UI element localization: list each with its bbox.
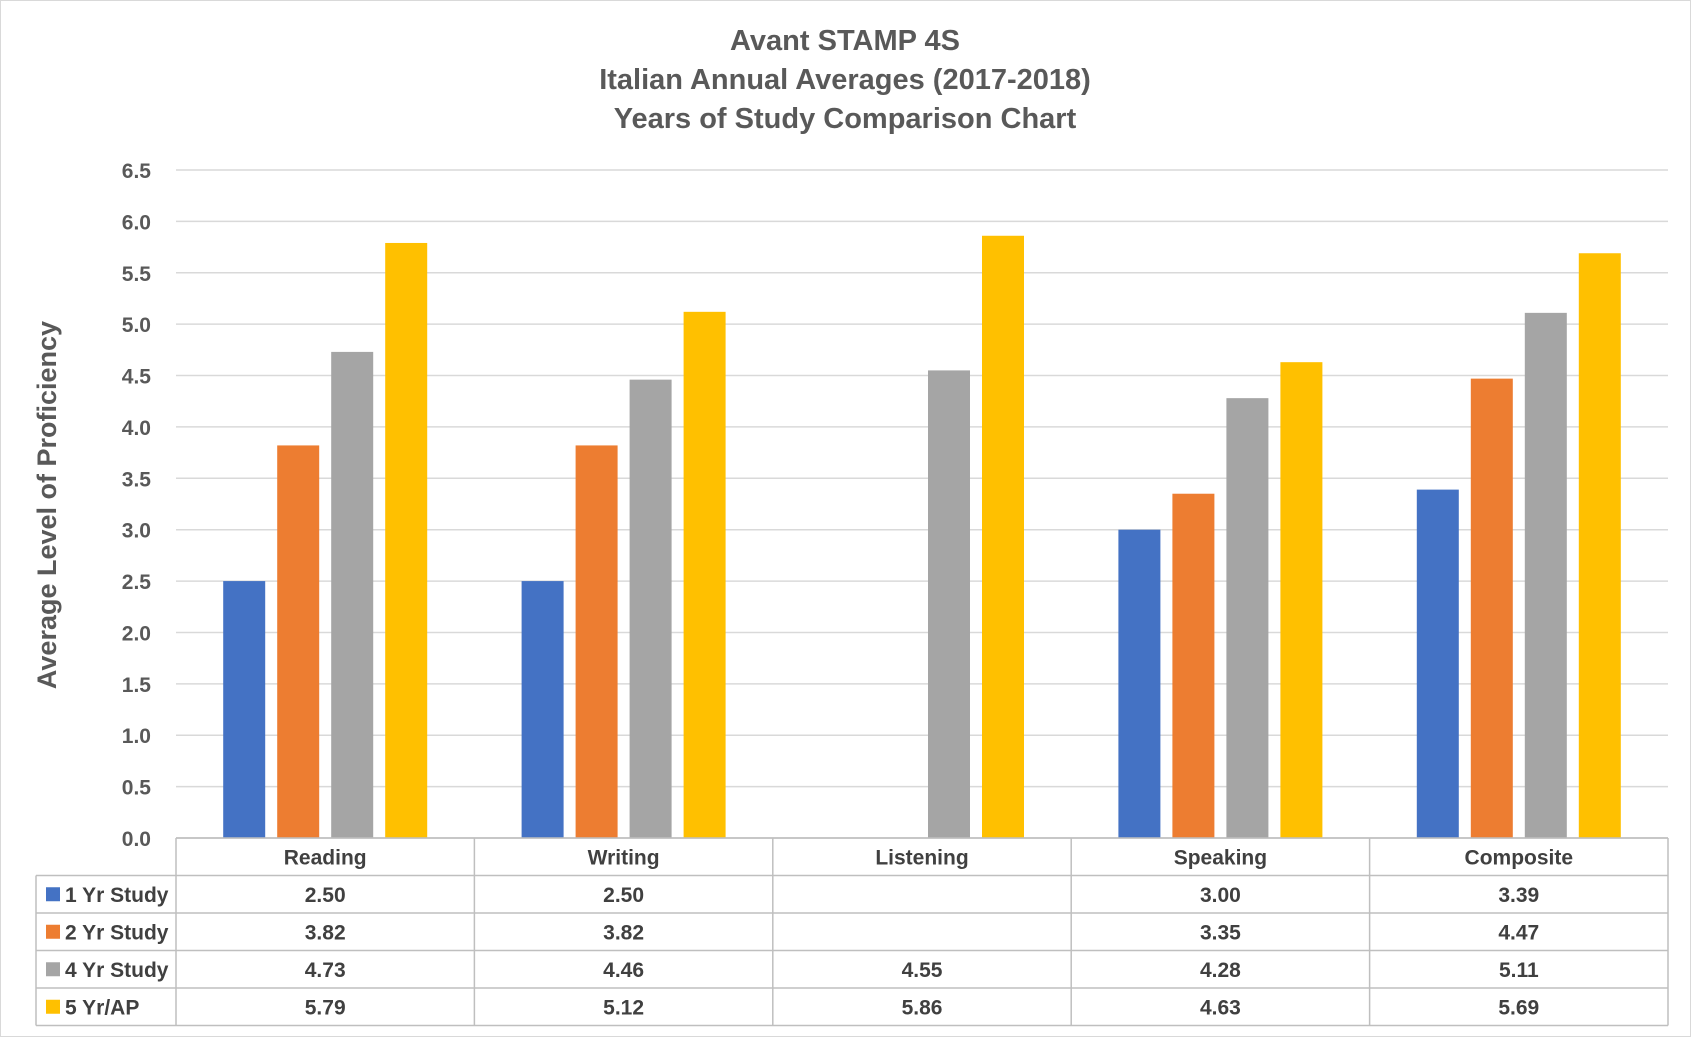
data-label: 4.63 <box>1200 996 1241 1019</box>
data-label: 5.79 <box>305 996 346 1019</box>
bar <box>385 242 428 838</box>
legend-label: 1 Yr Study <box>65 884 169 907</box>
chart-title-line-2: Italian Annual Averages (2017-2018) <box>599 64 1091 96</box>
data-label: 2.50 <box>603 884 644 907</box>
bar <box>1470 378 1513 838</box>
data-label: 3.39 <box>1498 884 1539 907</box>
data-label: 4.46 <box>603 959 644 982</box>
legend-key <box>46 924 60 939</box>
legend-key <box>46 962 60 977</box>
data-label: 4.28 <box>1200 959 1241 982</box>
data-label: 5.12 <box>603 996 644 1019</box>
category-label: Speaking <box>1174 846 1267 869</box>
data-label: 4.47 <box>1498 921 1539 944</box>
bar <box>223 581 266 838</box>
data-label: 5.11 <box>1499 959 1539 982</box>
y-tick-label: 2.0 <box>122 622 151 645</box>
bar <box>1226 398 1269 838</box>
bar <box>1524 312 1567 838</box>
y-tick-label: 1.5 <box>122 674 152 697</box>
bars <box>223 235 1621 839</box>
y-tick-label: 5.5 <box>122 263 152 286</box>
data-label: 3.82 <box>603 921 644 944</box>
data-label: 3.00 <box>1200 884 1241 907</box>
y-tick-label: 0.5 <box>122 777 152 800</box>
bar <box>277 445 320 838</box>
y-tick-label: 2.5 <box>122 571 152 594</box>
legend-label: 2 Yr Study <box>65 921 169 944</box>
bar <box>1416 489 1459 838</box>
legend-key <box>46 887 60 902</box>
data-table: Reading Writing Listening Speaking Composite… <box>35 837 1669 1027</box>
bar <box>1280 362 1323 838</box>
y-axis-ticks: 0.0 0.5 1.0 1.5 2.0 2.5 3.0 3.5 4.0 4.5 5.0 5.5 6.0 6… <box>122 160 152 851</box>
legend-label: 4 Yr Study <box>65 959 169 982</box>
bar <box>982 235 1024 838</box>
category-label: Reading <box>284 846 367 869</box>
bar <box>1578 253 1621 839</box>
bar <box>1118 529 1161 838</box>
bar <box>331 351 374 838</box>
bar <box>928 370 970 838</box>
y-tick-label: 1.0 <box>122 725 151 748</box>
chart-title-line-3: Years of Study Comparison Chart <box>614 103 1077 135</box>
data-label: 3.35 <box>1200 921 1241 944</box>
bar <box>629 379 672 838</box>
y-tick-label: 6.0 <box>122 211 151 234</box>
legend-key <box>46 999 60 1014</box>
bar <box>683 311 726 838</box>
chart-title: Avant STAMP 4S Italian Annual Averages (… <box>599 25 1091 135</box>
data-label: 5.69 <box>1498 996 1539 1019</box>
bar <box>575 445 618 838</box>
data-label: 2.50 <box>305 884 346 907</box>
chart-title-line-1: Avant STAMP 4S <box>730 25 960 57</box>
data-label: 3.82 <box>305 921 346 944</box>
bar <box>521 581 564 838</box>
legend-label: 5 Yr/AP <box>65 996 139 1019</box>
data-label: 5.86 <box>902 996 943 1019</box>
category-label: Composite <box>1465 846 1574 869</box>
y-tick-label: 6.5 <box>122 160 152 183</box>
y-tick-label: 3.0 <box>122 520 151 543</box>
category-label: Writing <box>588 846 660 869</box>
y-tick-label: 4.0 <box>122 417 151 440</box>
y-tick-label: 3.5 <box>122 468 152 491</box>
y-tick-label: 0.0 <box>122 828 151 851</box>
data-label: 4.55 <box>902 959 943 982</box>
bar <box>1172 493 1215 838</box>
y-tick-label: 5.0 <box>122 314 151 337</box>
data-label: 4.73 <box>305 959 346 982</box>
y-axis-label: Average Level of Proficiency <box>32 321 62 689</box>
category-label: Listening <box>875 846 968 869</box>
y-tick-label: 4.5 <box>122 366 152 389</box>
